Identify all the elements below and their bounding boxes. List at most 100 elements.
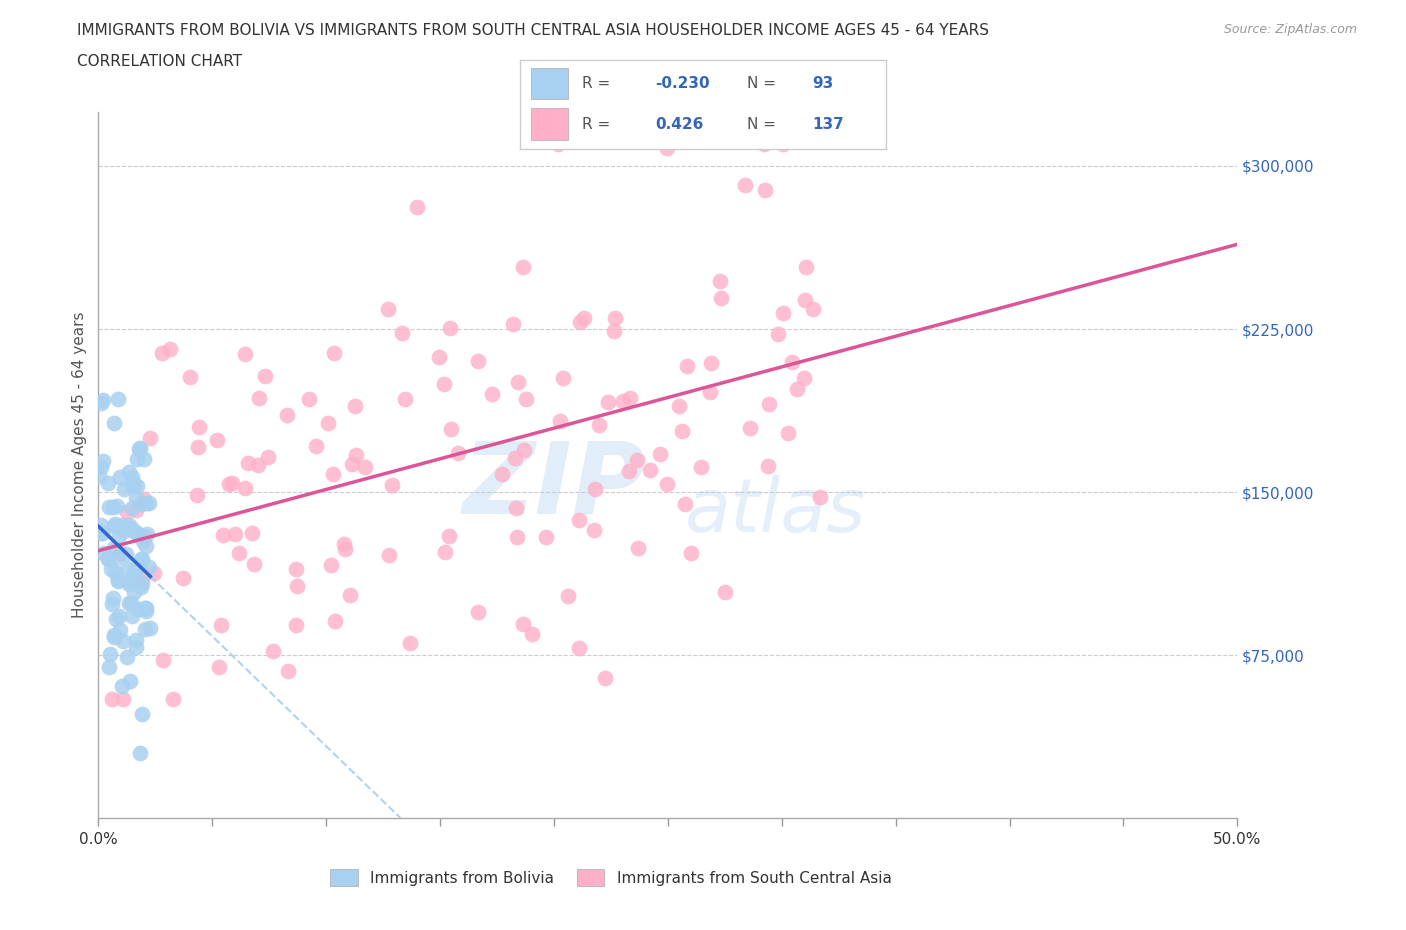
Point xyxy=(676,359,699,374)
Point xyxy=(212,527,235,542)
Point xyxy=(103,630,125,644)
Point xyxy=(657,476,679,491)
Point xyxy=(467,353,489,368)
Legend: Immigrants from Bolivia, Immigrants from South Central Asia: Immigrants from Bolivia, Immigrants from… xyxy=(325,863,897,892)
Point xyxy=(104,565,127,579)
Point xyxy=(124,564,146,578)
FancyBboxPatch shape xyxy=(531,108,568,140)
Point xyxy=(553,370,575,385)
Point xyxy=(98,659,121,674)
Point xyxy=(710,291,733,306)
Point xyxy=(103,519,125,534)
Point xyxy=(120,574,142,589)
Point xyxy=(778,426,800,441)
Point xyxy=(118,595,141,610)
Point xyxy=(506,375,529,390)
Point xyxy=(548,414,571,429)
Text: 0.426: 0.426 xyxy=(655,117,704,132)
Point xyxy=(118,673,141,688)
Point xyxy=(104,611,127,626)
Point xyxy=(107,530,129,545)
Text: R =: R = xyxy=(582,76,616,91)
Point xyxy=(103,540,125,555)
Point xyxy=(439,320,461,335)
Point xyxy=(208,660,231,675)
Point xyxy=(534,529,557,544)
Point xyxy=(298,392,321,406)
Point xyxy=(128,528,150,543)
Point xyxy=(353,459,375,474)
Point xyxy=(679,545,702,560)
Point xyxy=(671,424,693,439)
Point xyxy=(135,600,157,615)
Point xyxy=(112,482,135,497)
Point xyxy=(100,562,122,577)
Point xyxy=(262,644,284,659)
Text: ZIP: ZIP xyxy=(463,438,645,535)
Point xyxy=(112,691,135,706)
Point xyxy=(321,558,343,573)
Point xyxy=(377,548,399,563)
Point xyxy=(135,526,157,541)
Point xyxy=(105,499,128,514)
Point xyxy=(108,546,131,561)
Point xyxy=(121,500,143,515)
Point xyxy=(131,570,153,585)
Point xyxy=(758,397,780,412)
Point xyxy=(89,469,111,484)
Point xyxy=(107,392,129,406)
FancyBboxPatch shape xyxy=(531,68,568,100)
Point xyxy=(699,384,721,399)
Point xyxy=(103,591,125,605)
Text: N =: N = xyxy=(747,76,780,91)
Point xyxy=(127,602,149,617)
Point xyxy=(172,571,194,586)
Point xyxy=(128,441,150,456)
Point xyxy=(134,452,156,467)
Point xyxy=(129,551,152,566)
Point xyxy=(110,622,132,637)
Point xyxy=(583,523,606,538)
Point xyxy=(115,649,138,664)
Point xyxy=(121,477,143,492)
Text: 137: 137 xyxy=(813,117,845,132)
Point xyxy=(118,517,141,532)
Point xyxy=(285,618,308,632)
Point xyxy=(93,546,115,561)
Point xyxy=(567,640,589,655)
Point xyxy=(333,537,356,551)
Point xyxy=(801,301,824,316)
Point xyxy=(491,466,513,481)
Point xyxy=(593,671,616,685)
Point xyxy=(583,482,606,497)
Point xyxy=(322,467,344,482)
Point xyxy=(205,432,228,447)
Point xyxy=(233,347,256,362)
Point xyxy=(108,609,131,624)
Text: R =: R = xyxy=(582,117,616,132)
Point xyxy=(129,746,152,761)
Point xyxy=(655,140,678,155)
Point xyxy=(502,316,524,331)
Point xyxy=(111,633,134,648)
Point xyxy=(107,550,129,565)
Point xyxy=(131,576,153,591)
Point xyxy=(793,370,815,385)
Point xyxy=(90,460,112,475)
Point xyxy=(139,621,162,636)
Point xyxy=(650,447,672,462)
Point xyxy=(285,578,308,593)
Point xyxy=(101,499,124,514)
Point xyxy=(186,488,208,503)
Point xyxy=(187,419,209,434)
Point xyxy=(122,571,145,586)
Point xyxy=(506,530,529,545)
Point xyxy=(159,342,181,357)
Point xyxy=(120,595,142,610)
Point xyxy=(316,416,339,431)
Point xyxy=(673,497,696,512)
Point xyxy=(142,565,165,580)
Point xyxy=(125,640,148,655)
Point xyxy=(240,525,263,540)
Text: atlas: atlas xyxy=(685,475,866,547)
